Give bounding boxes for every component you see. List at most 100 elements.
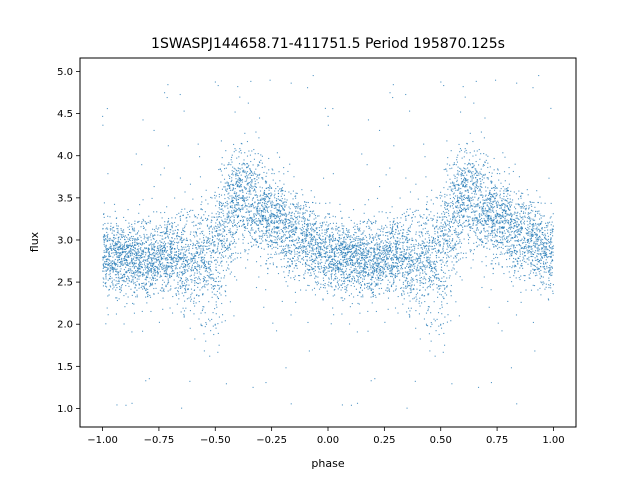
data-point bbox=[513, 244, 515, 246]
data-point bbox=[284, 276, 286, 278]
data-point bbox=[210, 196, 212, 199]
data-point bbox=[154, 283, 156, 285]
data-point bbox=[520, 197, 522, 199]
data-point bbox=[134, 244, 136, 246]
data-point bbox=[120, 235, 122, 237]
data-point bbox=[236, 195, 238, 197]
data-point bbox=[223, 238, 225, 240]
data-point bbox=[537, 223, 539, 225]
data-point bbox=[428, 306, 430, 308]
data-point bbox=[462, 215, 464, 217]
data-point bbox=[362, 270, 364, 272]
data-point bbox=[252, 219, 254, 221]
data-point bbox=[410, 286, 412, 288]
data-point bbox=[160, 263, 162, 265]
data-point bbox=[223, 244, 225, 246]
data-point bbox=[491, 205, 493, 207]
data-point bbox=[222, 220, 224, 222]
data-point bbox=[227, 247, 229, 249]
data-point bbox=[220, 211, 222, 213]
data-point bbox=[227, 217, 229, 219]
data-point bbox=[467, 216, 469, 218]
data-point bbox=[127, 226, 129, 228]
data-point bbox=[521, 223, 523, 225]
data-point bbox=[237, 214, 240, 216]
data-point bbox=[131, 243, 133, 245]
data-point bbox=[275, 251, 277, 253]
data-point bbox=[134, 220, 136, 222]
data-point bbox=[198, 247, 200, 249]
data-point bbox=[534, 350, 536, 352]
data-point bbox=[539, 223, 541, 225]
data-point bbox=[180, 259, 182, 261]
data-point bbox=[544, 237, 546, 239]
data-point bbox=[110, 225, 112, 227]
data-point bbox=[472, 176, 474, 178]
data-point bbox=[163, 241, 166, 243]
data-point bbox=[341, 243, 343, 245]
data-point bbox=[359, 267, 361, 269]
data-point bbox=[495, 245, 497, 248]
data-point bbox=[185, 264, 187, 266]
data-point bbox=[323, 246, 325, 248]
data-point bbox=[277, 235, 280, 237]
data-point bbox=[445, 201, 447, 204]
data-point bbox=[215, 266, 217, 268]
data-point bbox=[275, 220, 277, 222]
data-point bbox=[358, 256, 361, 258]
data-point bbox=[138, 245, 140, 247]
data-point bbox=[458, 202, 460, 204]
data-point bbox=[486, 247, 488, 249]
data-point bbox=[351, 247, 353, 249]
data-point bbox=[275, 330, 278, 332]
data-point bbox=[340, 248, 342, 250]
data-point bbox=[135, 284, 137, 286]
data-point bbox=[124, 256, 126, 258]
data-point bbox=[235, 182, 237, 184]
data-point bbox=[366, 282, 368, 285]
data-point bbox=[189, 310, 191, 312]
data-point bbox=[396, 259, 398, 261]
data-point bbox=[103, 234, 105, 236]
data-point bbox=[443, 168, 445, 171]
data-point bbox=[147, 288, 149, 290]
data-point bbox=[391, 257, 393, 259]
data-point bbox=[256, 179, 258, 181]
data-point bbox=[388, 290, 391, 292]
data-point bbox=[291, 221, 293, 223]
data-point bbox=[491, 196, 493, 198]
data-point bbox=[350, 248, 352, 250]
data-point bbox=[263, 192, 265, 194]
data-point bbox=[478, 174, 480, 176]
data-point bbox=[453, 162, 455, 164]
data-point bbox=[410, 269, 412, 271]
data-point bbox=[493, 217, 495, 219]
data-point bbox=[121, 280, 123, 282]
data-point bbox=[154, 269, 156, 271]
data-point bbox=[499, 214, 501, 217]
data-point bbox=[195, 231, 197, 233]
data-point bbox=[441, 216, 443, 218]
data-point bbox=[464, 185, 467, 187]
data-point bbox=[126, 264, 128, 266]
data-point bbox=[550, 237, 552, 239]
data-point bbox=[183, 238, 185, 240]
data-point bbox=[467, 190, 469, 192]
data-point bbox=[312, 258, 314, 260]
data-point bbox=[136, 278, 138, 280]
data-point bbox=[346, 253, 348, 255]
data-point bbox=[231, 210, 233, 212]
data-point bbox=[137, 230, 140, 232]
data-point bbox=[106, 307, 108, 309]
data-point bbox=[467, 221, 469, 223]
data-point bbox=[138, 251, 140, 253]
data-point bbox=[327, 259, 329, 261]
data-point bbox=[410, 291, 412, 293]
data-point bbox=[258, 174, 260, 176]
data-point bbox=[191, 267, 193, 269]
data-point bbox=[264, 201, 266, 203]
data-point bbox=[400, 217, 402, 219]
data-point bbox=[458, 315, 460, 317]
data-point bbox=[152, 257, 154, 259]
data-point bbox=[183, 315, 185, 317]
